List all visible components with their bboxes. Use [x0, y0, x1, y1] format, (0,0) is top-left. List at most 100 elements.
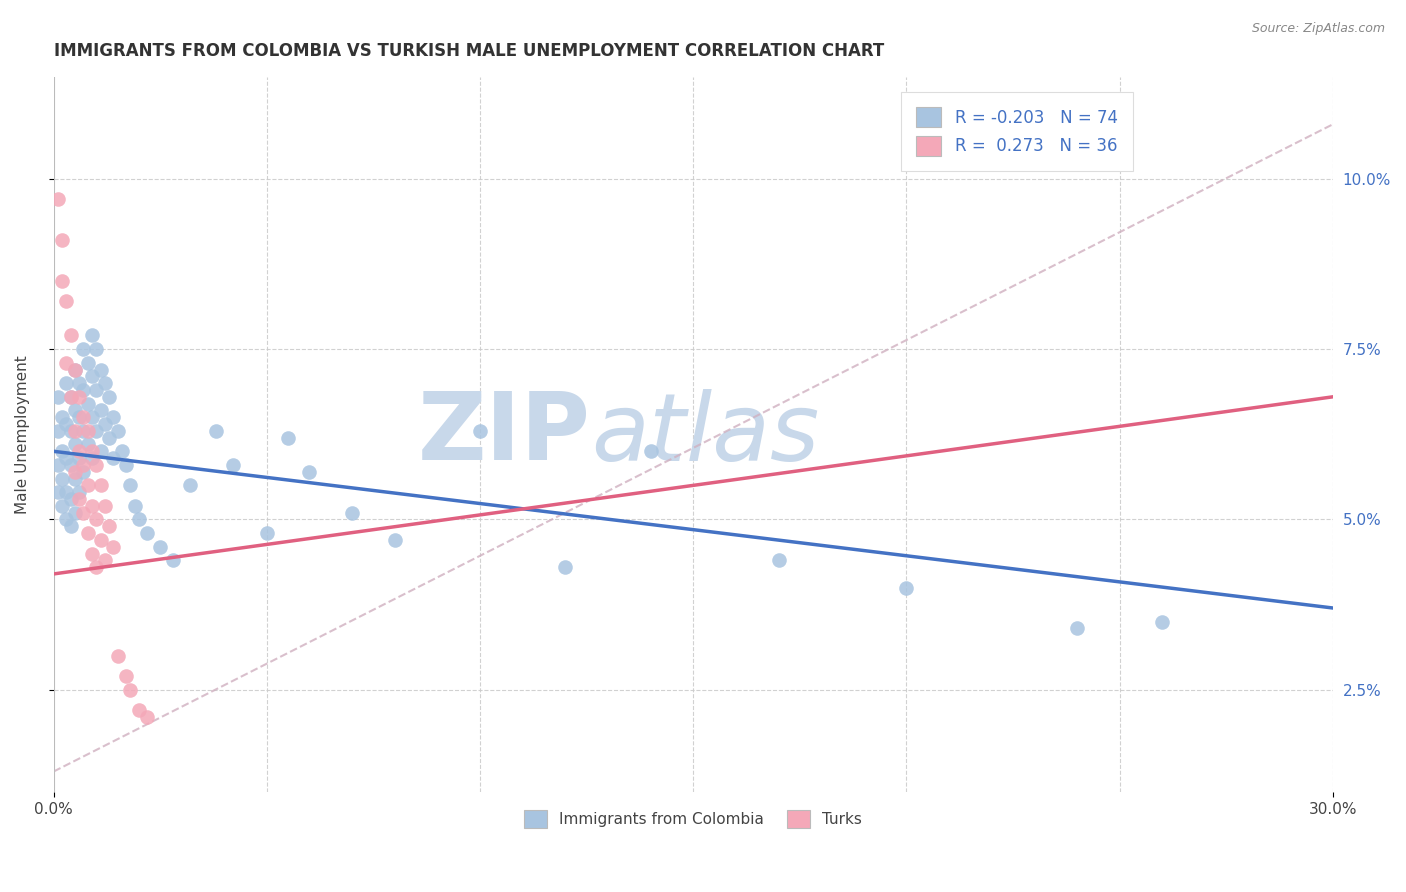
Point	[46, 390, 69, 404]
Point	[340, 506, 363, 520]
Point	[554, 560, 576, 574]
Point	[80, 451, 103, 466]
Point	[55, 294, 77, 309]
Point	[80, 547, 103, 561]
Point	[107, 424, 129, 438]
Point	[89, 533, 111, 547]
Point	[103, 540, 125, 554]
Point	[111, 444, 134, 458]
Point	[59, 491, 82, 506]
Point	[55, 376, 77, 391]
Point	[72, 383, 94, 397]
Point	[204, 424, 226, 438]
Point	[298, 465, 321, 479]
Point	[222, 458, 245, 472]
Point	[67, 410, 90, 425]
Point	[46, 424, 69, 438]
Point	[59, 424, 82, 438]
Point	[120, 478, 142, 492]
Point	[63, 424, 86, 438]
Point	[67, 390, 90, 404]
Point	[120, 682, 142, 697]
Point	[94, 553, 117, 567]
Point	[384, 533, 406, 547]
Point	[103, 410, 125, 425]
Point	[1152, 615, 1174, 629]
Point	[51, 499, 73, 513]
Point	[55, 512, 77, 526]
Point	[63, 437, 86, 451]
Point	[115, 669, 138, 683]
Point	[80, 328, 103, 343]
Text: IMMIGRANTS FROM COLOMBIA VS TURKISH MALE UNEMPLOYMENT CORRELATION CHART: IMMIGRANTS FROM COLOMBIA VS TURKISH MALE…	[53, 42, 884, 60]
Point	[1066, 622, 1088, 636]
Point	[84, 560, 107, 574]
Point	[67, 444, 90, 458]
Point	[128, 512, 150, 526]
Point	[59, 519, 82, 533]
Point	[94, 376, 117, 391]
Point	[115, 458, 138, 472]
Text: atlas: atlas	[591, 389, 820, 480]
Point	[63, 362, 86, 376]
Point	[468, 424, 491, 438]
Point	[640, 444, 662, 458]
Point	[89, 362, 111, 376]
Point	[89, 478, 111, 492]
Point	[84, 512, 107, 526]
Point	[55, 356, 77, 370]
Point	[896, 581, 918, 595]
Text: Source: ZipAtlas.com: Source: ZipAtlas.com	[1251, 22, 1385, 36]
Point	[59, 390, 82, 404]
Point	[80, 499, 103, 513]
Point	[98, 431, 121, 445]
Point	[63, 472, 86, 486]
Point	[124, 499, 146, 513]
Point	[67, 376, 90, 391]
Point	[277, 431, 299, 445]
Point	[59, 390, 82, 404]
Point	[768, 553, 790, 567]
Point	[63, 362, 86, 376]
Point	[59, 458, 82, 472]
Point	[84, 383, 107, 397]
Point	[80, 444, 103, 458]
Point	[76, 396, 98, 410]
Point	[98, 390, 121, 404]
Point	[51, 410, 73, 425]
Point	[76, 526, 98, 541]
Point	[51, 472, 73, 486]
Point	[84, 458, 107, 472]
Point	[89, 444, 111, 458]
Point	[72, 342, 94, 356]
Point	[76, 356, 98, 370]
Point	[136, 710, 159, 724]
Legend: Immigrants from Colombia, Turks: Immigrants from Colombia, Turks	[519, 804, 869, 834]
Point	[179, 478, 201, 492]
Point	[84, 342, 107, 356]
Text: ZIP: ZIP	[418, 388, 591, 480]
Point	[67, 491, 90, 506]
Y-axis label: Male Unemployment: Male Unemployment	[15, 355, 30, 514]
Point	[51, 444, 73, 458]
Point	[107, 648, 129, 663]
Point	[98, 519, 121, 533]
Point	[67, 485, 90, 500]
Point	[84, 424, 107, 438]
Point	[72, 506, 94, 520]
Point	[46, 458, 69, 472]
Point	[59, 328, 82, 343]
Point	[72, 458, 94, 472]
Point	[76, 424, 98, 438]
Point	[55, 451, 77, 466]
Point	[94, 499, 117, 513]
Point	[55, 485, 77, 500]
Point	[149, 540, 172, 554]
Point	[72, 424, 94, 438]
Point	[103, 451, 125, 466]
Point	[63, 403, 86, 417]
Point	[51, 274, 73, 288]
Point	[94, 417, 117, 431]
Point	[72, 410, 94, 425]
Point	[76, 437, 98, 451]
